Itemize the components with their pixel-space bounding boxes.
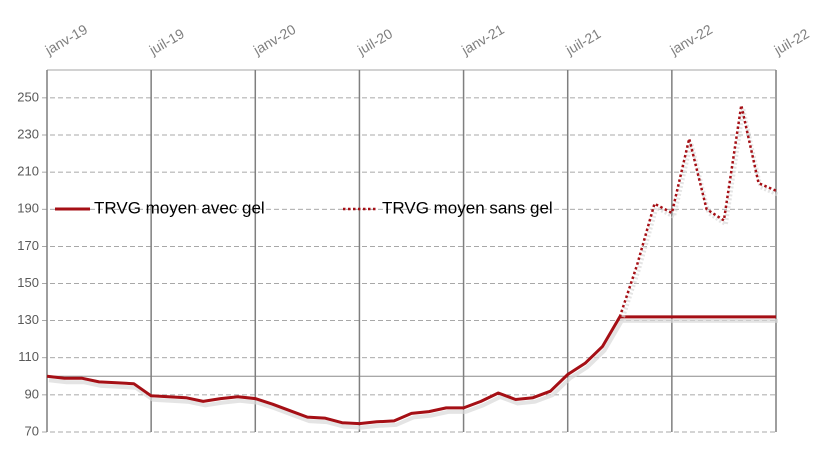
y-tick-label: 70 [25,423,39,438]
x-tick-label: janv-20 [250,21,299,58]
x-tick-label: juil-19 [146,25,187,58]
legend-label: TRVG moyen sans gel [382,198,553,217]
y-tick-label: 150 [17,275,39,290]
y-tick-label: 230 [17,126,39,141]
y-tick-label: 250 [17,89,39,104]
y-tick-label: 190 [17,201,39,216]
line-shadow [619,108,779,322]
y-tick-label: 130 [17,312,39,327]
y-tick-label: 90 [25,386,39,401]
line-shadow [48,318,778,430]
x-tick-label: juil-20 [354,25,395,58]
x-tick-label: janv-21 [458,21,507,58]
x-tick-label: juil-22 [770,25,811,58]
x-tick-label: juil-21 [562,25,603,58]
data-line [46,315,776,426]
y-tick-label: 170 [17,238,39,253]
y-tick-label: 110 [18,349,39,364]
legend-label: TRVG moyen avec gel [94,198,265,217]
y-tick-label: 210 [17,164,39,179]
x-tick-label: janv-22 [666,21,715,58]
x-tick-label: janv-19 [41,21,90,58]
data-line [618,104,777,318]
